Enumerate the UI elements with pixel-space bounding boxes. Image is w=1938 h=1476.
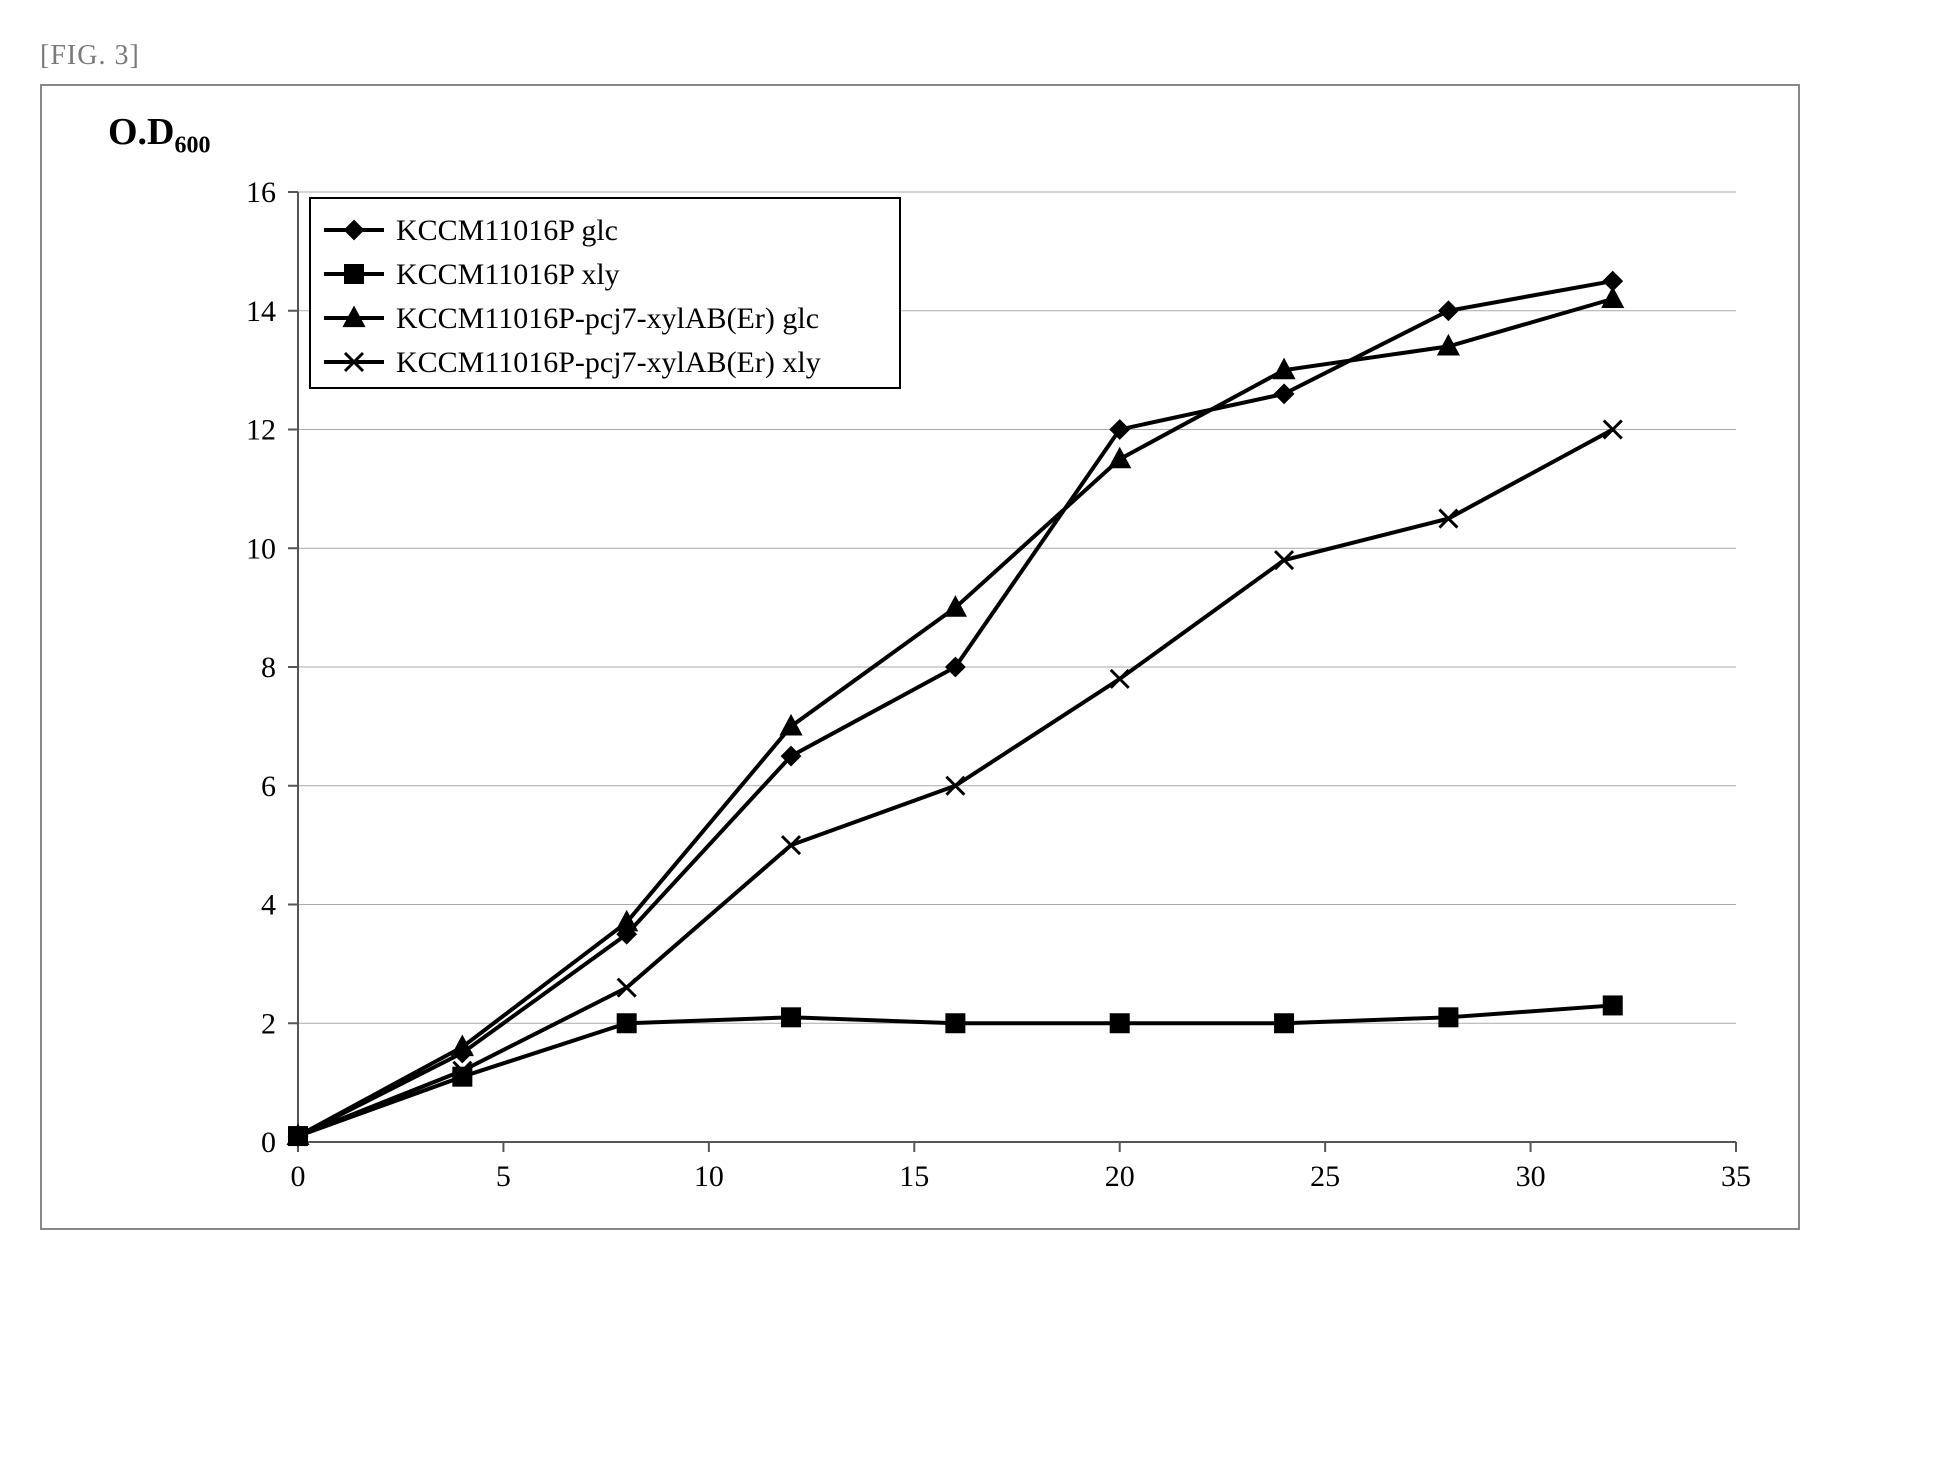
legend-label: KCCM11016P xly (396, 258, 620, 291)
y-tick-label: 4 (261, 889, 276, 922)
legend: KCCM11016P glc KCCM11016P xly KCCM11016P-p… (310, 198, 900, 388)
x-tick-label: 0 (291, 1160, 306, 1193)
y-tick-label: 12 (246, 414, 276, 447)
x-tick-label: 20 (1105, 1160, 1135, 1193)
chart-frame: O.D600 0 2 4 6 8 10 12 14 16 0 5 10 15 20 25 30 35 KCCM11… (40, 84, 1800, 1230)
y-tick-label: 0 (261, 1126, 276, 1159)
y-tick-label: 8 (261, 651, 276, 684)
figure-label: [FIG. 3] (40, 40, 1898, 72)
y-tick-label: 2 (261, 1007, 276, 1040)
y-tick-label: 10 (246, 532, 276, 565)
x-tick-label: 10 (694, 1160, 724, 1193)
legend-label: KCCM11016P-pcj7-xylAB(Er) glc (396, 302, 819, 335)
x-tick-label: 15 (899, 1160, 929, 1193)
x-tick-label: 35 (1721, 1160, 1751, 1193)
y-tick-label: 14 (246, 295, 276, 328)
chart-container: O.D600 0 2 4 6 8 10 12 14 16 0 5 10 15 20 25 30 35 KCCM11… (48, 92, 1792, 1222)
y-axis-title: O.D600 (108, 110, 211, 160)
legend-label: KCCM11016P glc (396, 214, 618, 247)
x-tick-label: 5 (496, 1160, 511, 1193)
line-chart: 0 2 4 6 8 10 12 14 16 0 5 10 15 20 25 30 35 KCCM11016P gl… (48, 92, 1796, 1222)
y-tick-label: 16 (246, 176, 276, 209)
x-tick-label: 30 (1516, 1160, 1546, 1193)
legend-label: KCCM11016P-pcj7-xylAB(Er) xly (396, 346, 821, 379)
y-tick-label: 6 (261, 770, 276, 803)
x-tick-label: 25 (1310, 1160, 1340, 1193)
